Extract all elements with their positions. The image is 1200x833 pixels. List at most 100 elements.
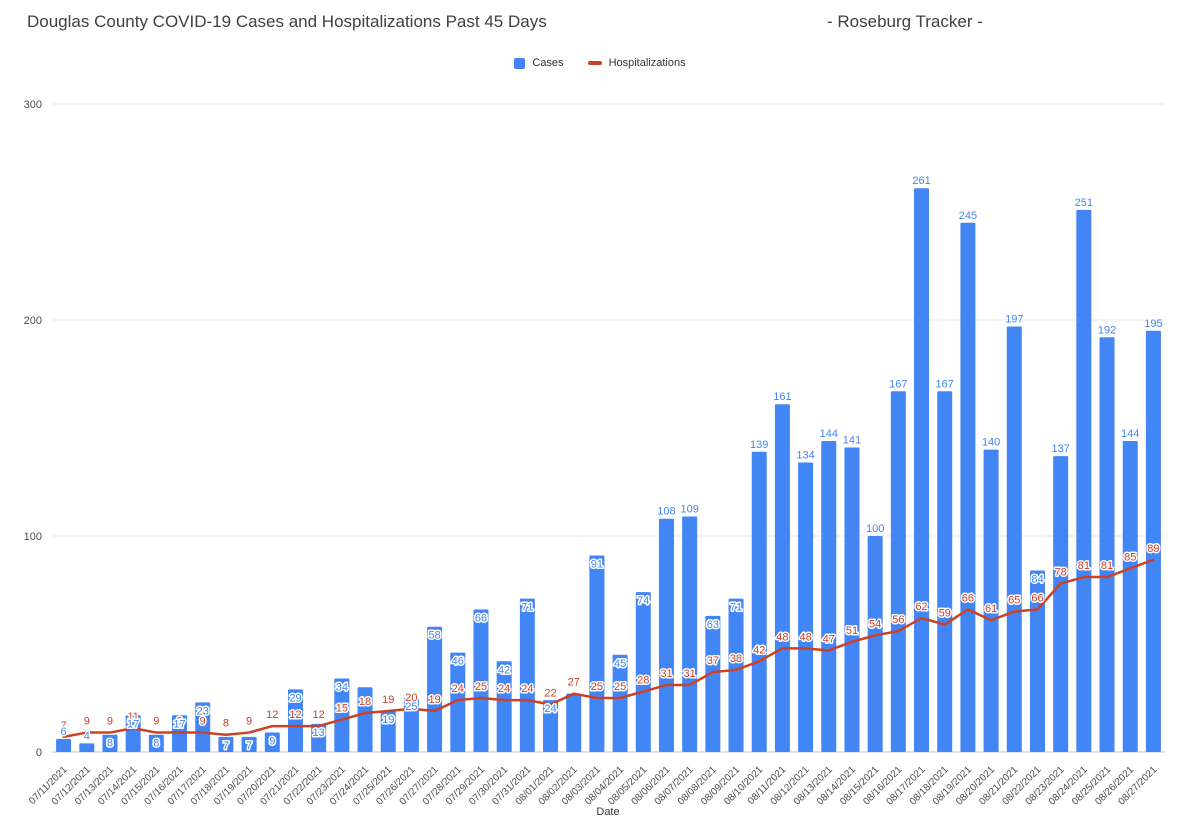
case-bar [519,598,535,752]
case-bar [218,736,234,752]
cases-value-label: 46 [452,656,464,668]
case-bar [56,739,72,752]
hospitalizations-value-label: 9 [176,716,182,728]
case-bar [473,609,489,752]
hospitalizations-value-label: 59 [939,608,951,620]
cases-value-label: 29 [289,692,301,704]
chart-subtitle: - Roseburg Tracker - [827,12,983,31]
hospitalizations-value-label: 19 [382,694,394,706]
case-bar [380,710,396,752]
case-bar [102,734,118,752]
cases-value-label: 17 [173,718,185,730]
case-bar [496,661,512,752]
hospitalizations-value-label: 27 [568,677,580,689]
hospitalizations-value-label: 37 [707,655,719,667]
hospitalizations-value-label: 78 [1055,567,1067,579]
case-bar [960,222,976,753]
cases-value-label: 139 [750,439,768,451]
cases-value-label: 261 [912,175,930,187]
cases-value-label: 140 [982,437,1000,449]
case-bar [937,391,953,752]
cases-value-label: 24 [544,703,556,715]
hospitalizations-value-label: 7 [61,720,67,732]
hospitalizations-value-label: 66 [1031,592,1043,604]
cases-value-label: 71 [521,602,533,614]
case-bar [1099,337,1115,752]
case-bar [427,626,443,752]
y-axis-tick-label: 0 [36,747,42,759]
hospitalizations-value-label: 42 [753,644,765,656]
hospitalizations-value-label: 24 [521,683,533,695]
cases-value-label: 74 [637,595,649,607]
case-bar [1006,326,1022,752]
hospitalizations-value-label: 24 [498,683,510,695]
hospitalizations-value-label: 54 [869,618,881,630]
case-bar [79,743,95,752]
hospitalizations-value-label: 19 [428,694,440,706]
cases-swatch-icon [514,57,526,69]
cases-value-label: 71 [730,602,742,614]
case-bar [357,687,373,752]
cases-value-label: 19 [382,714,394,726]
case-bar [195,702,211,752]
cases-value-label: 7 [246,740,252,752]
hospitalizations-value-label: 25 [475,681,487,693]
cases-value-label: 108 [657,506,675,518]
case-bar [890,391,906,752]
cases-value-label: 34 [336,682,348,694]
case-bar [844,447,860,752]
cases-value-label: 109 [680,504,698,516]
hospitalizations-value-label: 65 [1008,595,1020,607]
cases-value-label: 134 [796,450,814,462]
case-bar [682,516,698,752]
hospitalizations-value-label: 12 [313,709,325,721]
hospitalizations-swatch-icon [587,61,602,65]
hospitalizations-value-label: 31 [684,668,696,680]
case-bar [566,693,582,752]
cases-value-label: 8 [153,738,159,750]
cases-value-label: 63 [707,619,719,631]
hospitalizations-value-label: 20 [405,692,417,704]
cases-value-label: 197 [1005,313,1023,325]
hospitalizations-value-label: 9 [246,716,252,728]
hospitalizations-value-label: 9 [84,716,90,728]
cases-value-label: 137 [1051,443,1069,455]
case-bar [612,654,628,752]
hospitalizations-value-label: 28 [637,675,649,687]
hospitalizations-value-label: 25 [591,681,603,693]
case-bar [311,723,327,752]
cases-value-label: 84 [1031,574,1043,586]
legend-item-cases[interactable]: Cases [514,57,564,69]
hospitalizations-value-label: 25 [614,681,626,693]
cases-value-label: 8 [107,738,113,750]
hospitalizations-value-label: 61 [985,603,997,615]
cases-value-label: 13 [313,727,325,739]
case-bar [589,555,605,752]
cases-value-label: 58 [428,630,440,642]
hospitalizations-value-label: 12 [289,709,301,721]
case-bar [983,449,999,752]
cases-value-label: 167 [889,378,907,390]
hospitalizations-value-label: 81 [1101,560,1113,572]
hospitalizations-value-label: 47 [823,633,835,645]
cases-value-label: 9 [269,736,275,748]
cases-value-label: 192 [1098,324,1116,336]
cases-value-label: 6 [61,726,67,738]
hospitalizations-value-label: 62 [915,601,927,613]
hospitalizations-value-label: 12 [266,709,278,721]
case-bar [125,715,141,752]
cases-value-label: 100 [866,523,884,535]
case-bar [774,404,790,752]
cases-value-label: 7 [223,740,229,752]
hospitalizations-value-label: 9 [200,716,206,728]
cases-value-label: 66 [475,612,487,624]
hospitalizations-value-label: 81 [1078,560,1090,572]
hospitalizations-value-label: 56 [892,614,904,626]
case-bar [241,736,257,752]
chart-title: Douglas County COVID-19 Cases and Hospit… [27,12,547,31]
legend-item-hospitalizations[interactable]: Hospitalizations [587,57,686,69]
case-bar [287,689,303,752]
x-axis-title: Date [596,806,620,818]
cases-value-label: 167 [936,378,954,390]
